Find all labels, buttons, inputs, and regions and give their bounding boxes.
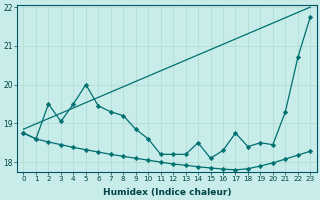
X-axis label: Humidex (Indice chaleur): Humidex (Indice chaleur) <box>103 188 231 197</box>
